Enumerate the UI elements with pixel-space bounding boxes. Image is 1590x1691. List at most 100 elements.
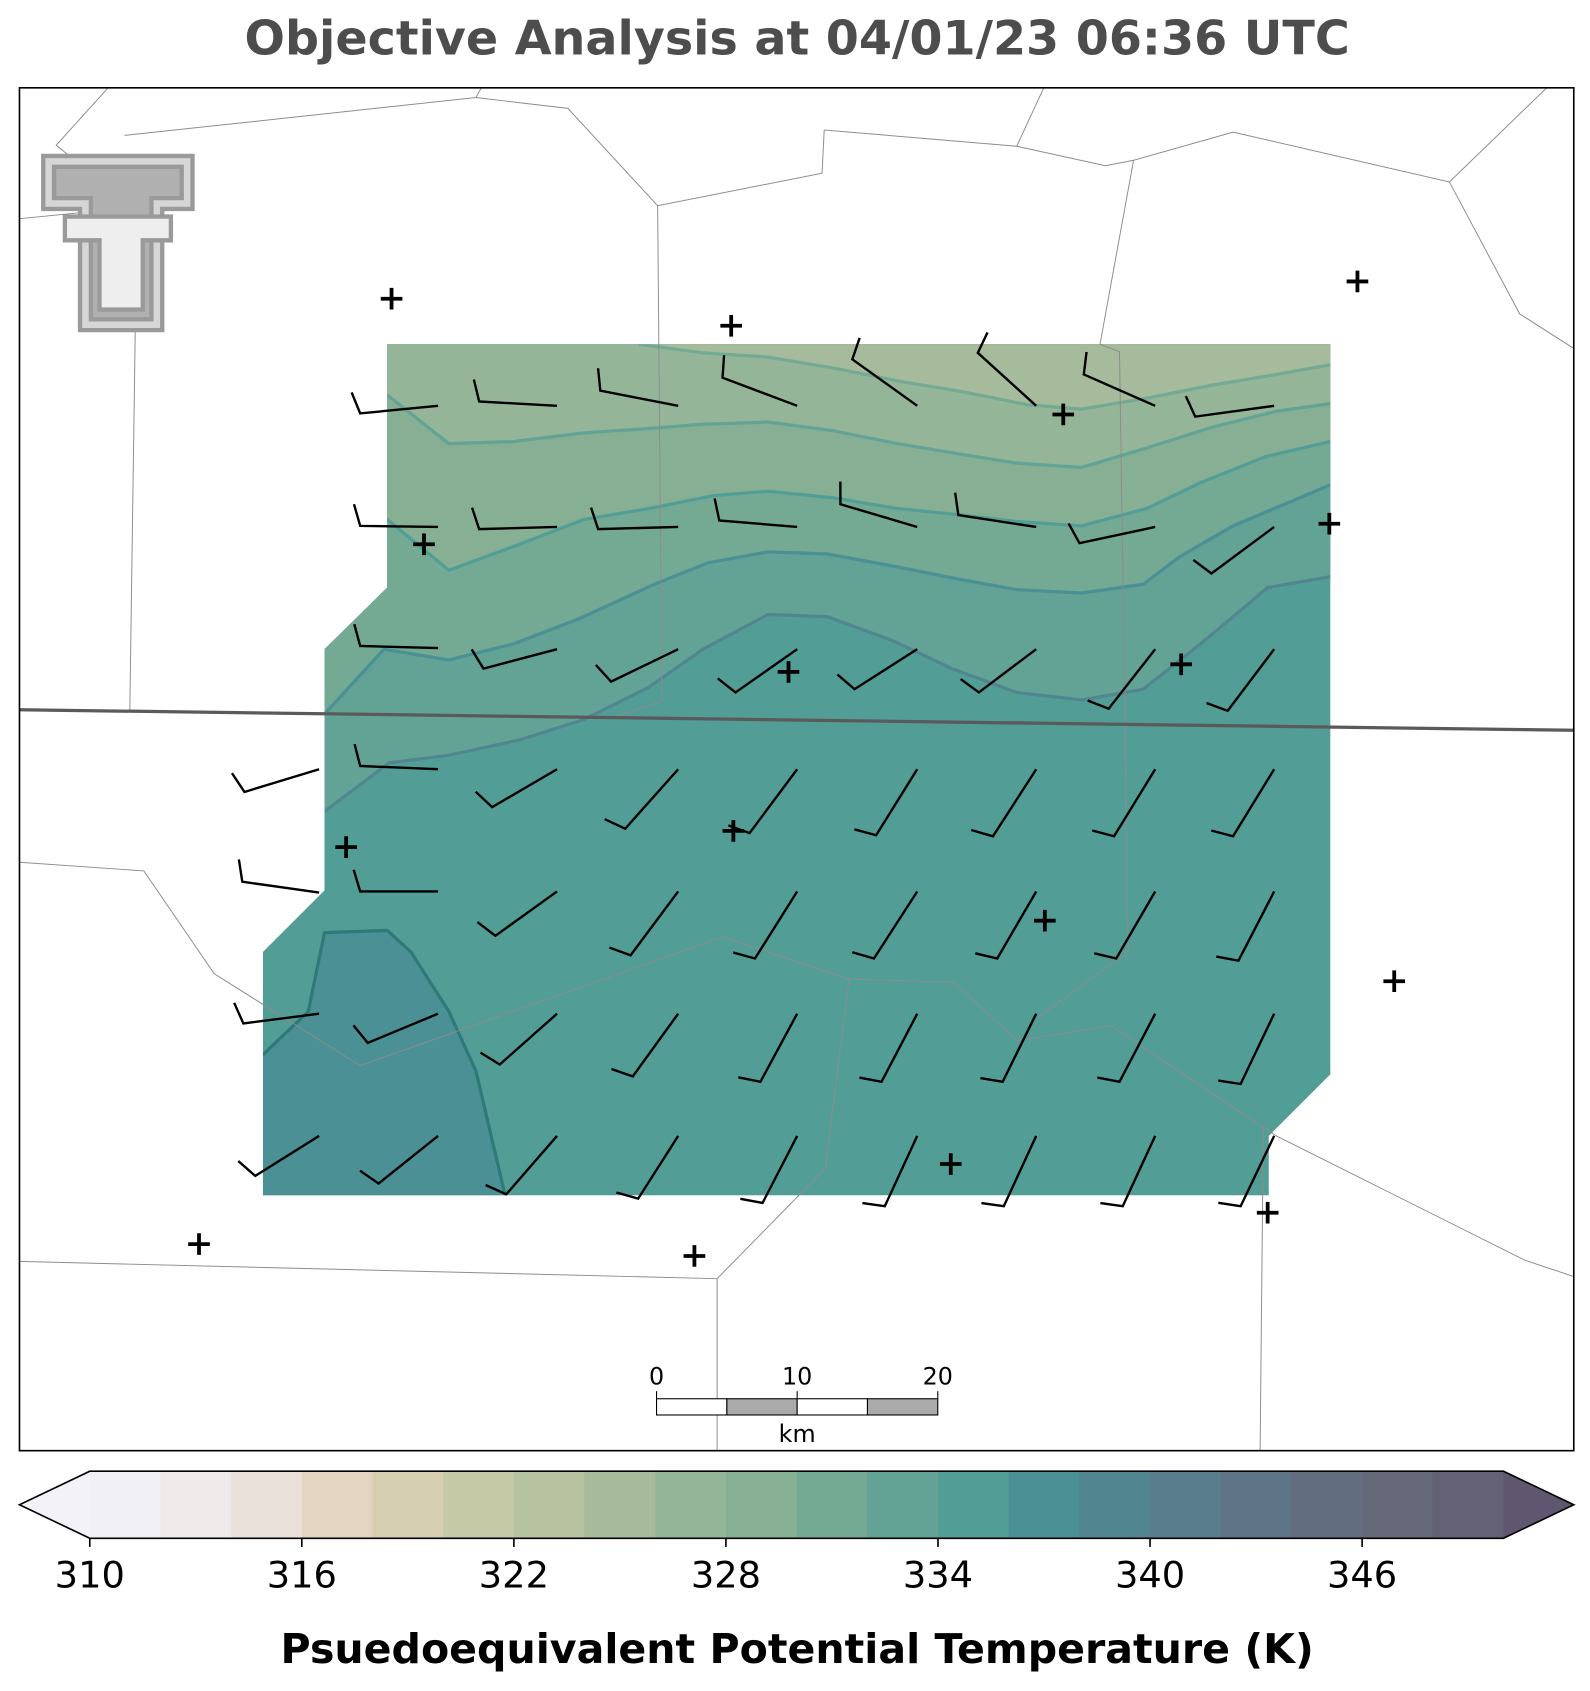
colorbar-box xyxy=(796,1471,868,1539)
colorbar-box xyxy=(1150,1471,1222,1539)
county-line xyxy=(1259,1125,1264,1451)
state-line xyxy=(19,708,1574,732)
contour-line xyxy=(323,575,1331,813)
scale-segment xyxy=(796,1398,869,1416)
wind-barb xyxy=(732,890,799,960)
wind-barb xyxy=(862,1135,919,1208)
wind-barb xyxy=(981,1135,1038,1208)
wind-barb xyxy=(1097,1013,1157,1084)
colorbar-tick-label: 334 xyxy=(903,1554,973,1597)
colorbar-box xyxy=(1220,1471,1292,1539)
county-line xyxy=(1016,87,1045,147)
wind-barb xyxy=(854,768,919,837)
station-marker xyxy=(722,820,745,842)
contour-line xyxy=(386,393,1331,470)
scale-tick-label: 0 xyxy=(649,1363,664,1391)
colorbar-tick-label: 310 xyxy=(55,1554,125,1597)
wind-barb xyxy=(1100,1135,1157,1208)
county-line xyxy=(616,205,663,717)
colorbar-box xyxy=(231,1471,303,1539)
wind-barb xyxy=(717,648,798,694)
scale-bar: km 0 10 20 xyxy=(649,1363,953,1448)
contour-line xyxy=(386,439,1331,573)
county-line xyxy=(19,861,1574,1277)
wind-barb xyxy=(859,1013,919,1084)
wind-barb xyxy=(976,331,1038,407)
wind-barbs xyxy=(230,331,1276,1208)
wind-barb xyxy=(850,337,918,407)
wind-barb xyxy=(975,890,1038,960)
station-marker xyxy=(188,1233,210,1255)
wind-barb xyxy=(839,481,918,529)
wind-barb xyxy=(470,507,558,531)
colorbar-tick-label: 316 xyxy=(267,1554,337,1597)
wind-barb xyxy=(604,768,680,831)
wind-barb xyxy=(237,859,320,894)
field-band xyxy=(262,930,506,1196)
wind-barb xyxy=(485,1135,558,1196)
wind-barb xyxy=(589,507,679,531)
colorbar-box xyxy=(725,1471,798,1539)
wind-barb xyxy=(1210,768,1276,838)
station-marker xyxy=(720,314,743,337)
contour-line xyxy=(262,928,507,1196)
colorbar-tick-label: 322 xyxy=(479,1554,549,1597)
contour-line xyxy=(323,483,1331,716)
county-line xyxy=(19,1260,718,1280)
wind-barb xyxy=(740,1135,799,1205)
colorbar-box xyxy=(937,1471,1010,1539)
wind-barb xyxy=(230,768,320,794)
wind-barb xyxy=(738,1013,799,1084)
wind-barb xyxy=(352,503,439,529)
wind-barb xyxy=(1067,522,1156,545)
wind-barb xyxy=(237,1134,320,1178)
colorbar-extend-high xyxy=(1503,1471,1574,1539)
county-line xyxy=(124,87,1548,207)
colorbar-tick-label: 340 xyxy=(1115,1554,1185,1597)
station-marker xyxy=(1346,270,1369,293)
wind-barb xyxy=(233,1002,320,1025)
colorbar-box xyxy=(1008,1471,1080,1539)
wind-barb xyxy=(1094,890,1157,960)
colorbar: 310 316 322 328 334 340 346 xyxy=(17,1470,1576,1597)
wind-barb xyxy=(1218,1135,1276,1208)
colorbar-box xyxy=(1362,1471,1434,1539)
station-marker xyxy=(1383,970,1406,993)
wind-barb xyxy=(836,648,918,691)
scale-unit: km xyxy=(779,1420,816,1448)
logo xyxy=(41,153,195,333)
colorbar-box xyxy=(160,1471,232,1539)
county-line xyxy=(1448,181,1574,349)
station-marker xyxy=(335,836,357,858)
station-marker xyxy=(1256,1201,1279,1224)
county-line xyxy=(716,979,850,1451)
wind-barb xyxy=(479,1012,558,1067)
wind-barb xyxy=(594,648,679,684)
station-marker xyxy=(1052,403,1075,426)
boundaries xyxy=(19,87,1574,1451)
station-marker xyxy=(1034,909,1056,932)
wind-barb xyxy=(472,379,558,408)
colorbar-box xyxy=(1291,1471,1363,1539)
station-marker xyxy=(683,1245,706,1267)
wind-barb xyxy=(611,1012,680,1078)
wind-barb xyxy=(616,1135,680,1201)
colorbar-box xyxy=(867,1471,939,1539)
wind-barb xyxy=(970,768,1038,838)
colorbar-box xyxy=(1079,1471,1151,1539)
wind-barb xyxy=(1218,1013,1276,1086)
station-marker xyxy=(939,1153,962,1175)
colorbar-label: Psuedoequivalent Potential Temperature (… xyxy=(281,1625,1314,1673)
stations xyxy=(188,270,1406,1267)
wind-barb xyxy=(727,768,799,835)
wind-barb xyxy=(353,623,439,650)
station-marker xyxy=(1170,653,1192,676)
colorbar-tick-label: 346 xyxy=(1327,1554,1397,1597)
colorbar-box xyxy=(655,1471,727,1539)
station-marker xyxy=(1318,512,1341,535)
scale-segment xyxy=(656,1398,728,1416)
wind-barb xyxy=(851,890,919,960)
wind-barb xyxy=(953,492,1037,529)
scale-tick-label: 20 xyxy=(923,1363,953,1391)
